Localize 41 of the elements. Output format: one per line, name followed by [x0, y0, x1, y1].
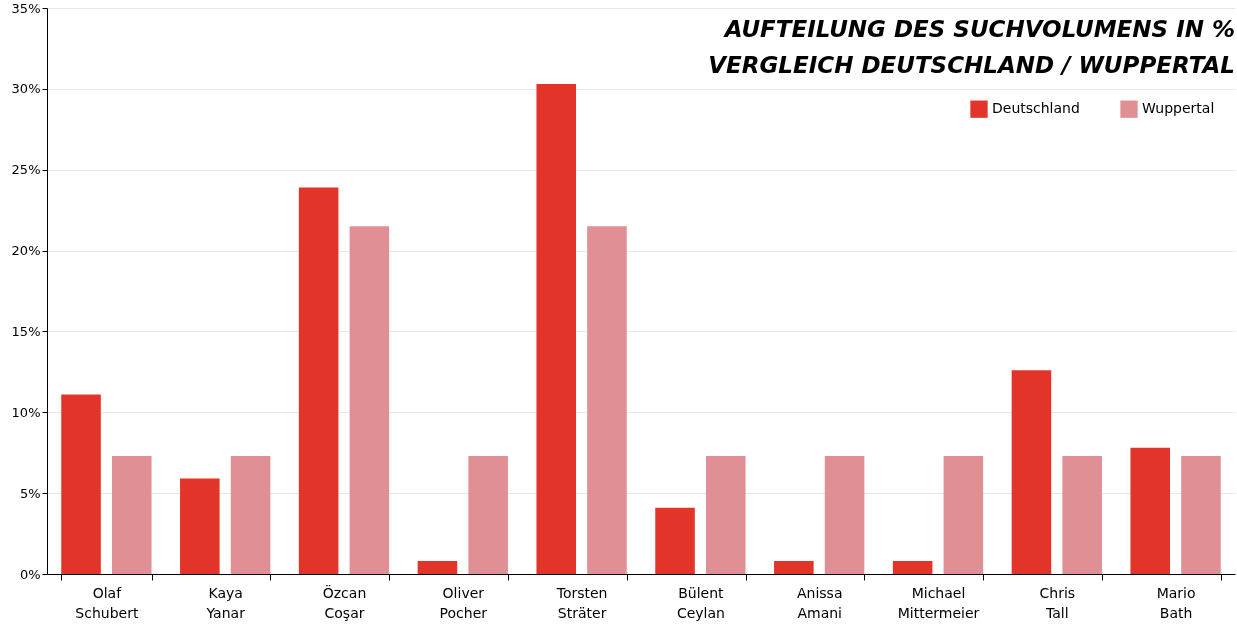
x-tick-label: Olaf Schubert [75, 584, 139, 621]
bar [1062, 455, 1102, 574]
bar [1130, 447, 1171, 574]
bar [824, 455, 865, 574]
bar [468, 455, 508, 574]
bar [655, 507, 695, 574]
bar [1011, 370, 1052, 574]
y-tick-label: 5% [19, 485, 41, 501]
bar [536, 84, 577, 574]
x-tick-label: Kaya Yanar [205, 584, 246, 621]
bar [943, 455, 984, 574]
x-tick-label: Michael Mittermeier [897, 584, 980, 621]
bar [298, 187, 339, 574]
bar [1181, 455, 1221, 574]
x-tick-label: Chris Tall [1039, 584, 1076, 621]
y-tick-label: 25% [11, 162, 41, 178]
y-tick-label: 0% [19, 566, 41, 582]
x-tick-label: Oliver Pocher [439, 584, 488, 621]
bar [180, 478, 220, 574]
bar [349, 226, 390, 574]
y-tick-label: 35% [11, 0, 41, 16]
x-tick-label: Torsten Sträter [555, 584, 608, 621]
x-tick-label: Özcan Coşar [322, 583, 367, 621]
legend-label: Deutschland [992, 100, 1080, 117]
y-tick-label: 30% [11, 81, 41, 97]
y-tick-label: 10% [11, 404, 41, 420]
bar [705, 455, 746, 574]
x-tick-label: Mario Bath [1156, 584, 1196, 621]
x-tick-label: Bülent Ceylan [676, 584, 725, 621]
x-tick-label: Anissa Amani [796, 584, 843, 621]
bar [61, 394, 101, 574]
bar [230, 455, 271, 574]
bar [417, 561, 458, 574]
y-tick-label: 15% [11, 323, 41, 339]
text: AUFTEILUNG DES SUCHVOLUMENS IN % VERGLEICH DEUTSCHLAND / WUPPERTAL [708, 16, 1235, 78]
legend-label: Wuppertal [1142, 100, 1215, 117]
bar [892, 561, 933, 574]
bar [111, 455, 152, 574]
bar [587, 226, 627, 574]
bar [774, 561, 814, 574]
y-tick-label: 20% [11, 243, 41, 259]
